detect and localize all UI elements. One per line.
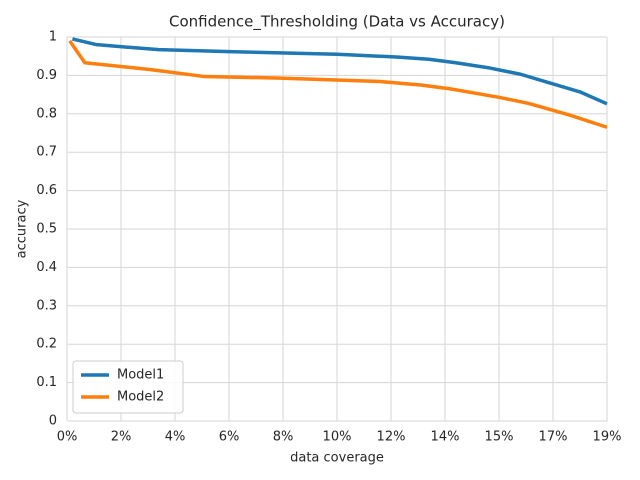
- x-tick-label: 6%: [219, 430, 240, 445]
- y-tick-label: 0: [49, 414, 57, 429]
- y-tick-label: 1: [49, 30, 57, 45]
- x-tick-label: 14%: [431, 430, 460, 445]
- y-tick-label: 0.2: [36, 337, 57, 352]
- y-tick-label: 0.1: [36, 375, 57, 390]
- x-tick-label: 17%: [539, 430, 568, 445]
- y-tick-label: 0.5: [36, 222, 57, 237]
- y-tick-label: 0.4: [36, 260, 57, 275]
- y-tick-label: 0.8: [36, 106, 57, 121]
- y-tick-label: 0.9: [36, 68, 57, 83]
- chart-title: Confidence_Thresholding (Data vs Accurac…: [169, 13, 505, 32]
- x-tick-label: 8%: [273, 430, 294, 445]
- x-tick-label: 10%: [323, 430, 352, 445]
- line: [71, 37, 608, 106]
- y-tick-label: 0.6: [36, 183, 57, 198]
- x-axis-label: data coverage: [290, 451, 384, 466]
- line: [68, 39, 608, 129]
- x-tick-label: 0%: [57, 430, 78, 445]
- y-tick-label: 0.3: [36, 298, 57, 313]
- x-tick-label: 12%: [377, 430, 406, 445]
- legend-label: Model2: [117, 390, 164, 405]
- x-tick-label: 4%: [165, 430, 186, 445]
- y-tick-label: 0.7: [36, 145, 57, 160]
- y-axis-label: accuracy: [15, 199, 30, 258]
- x-tick-label: 15%: [485, 430, 514, 445]
- legend-label: Model1: [117, 368, 164, 383]
- x-tick-label: 19%: [593, 430, 622, 445]
- x-tick-label: 2%: [111, 430, 132, 445]
